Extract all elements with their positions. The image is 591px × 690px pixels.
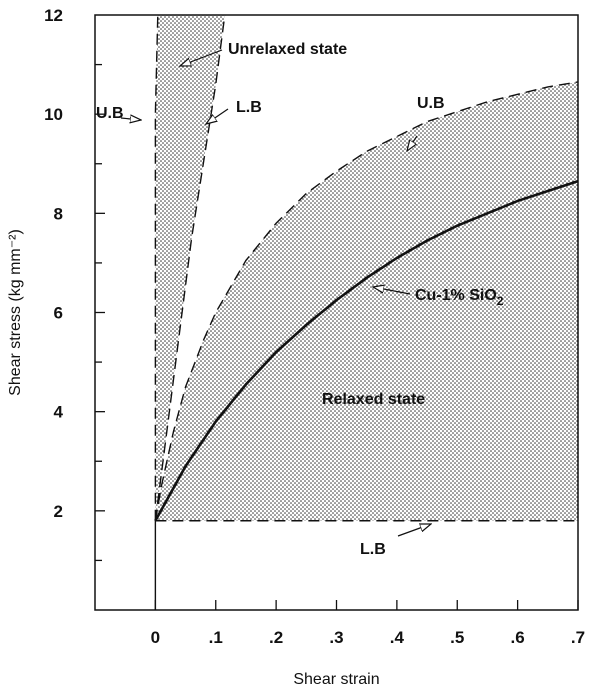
shaded-regions	[155, 15, 578, 521]
annotation-arrow-5	[397, 524, 431, 537]
tick-labels: 0 .1 .2 .3 .4 .5 .6 .7 2 4 6 8 10 12	[44, 6, 585, 647]
y-axis-title: Shear stress (kg mm⁻²)	[7, 229, 24, 396]
series-label-subscript: 2	[497, 294, 504, 308]
annotation-0: Unrelaxed state	[228, 41, 347, 58]
series-label-main: Cu-1% SiO	[415, 287, 497, 304]
annotation-3: U.B	[417, 95, 445, 112]
series-lines	[154, 14, 579, 522]
y-tick-label-1: 4	[54, 403, 64, 422]
annotation-4: Relaxed state	[322, 391, 425, 408]
annotation-2: L.B	[236, 99, 262, 116]
x-tick-label-3: .3	[329, 628, 343, 647]
y-tick-label-4: 10	[44, 105, 63, 124]
annotation-arrow-1	[120, 118, 141, 120]
y-tick-label-3: 8	[54, 204, 63, 223]
annotation-arrow-0	[180, 49, 223, 66]
series-label-arrow	[373, 287, 411, 295]
axis-ticks	[95, 63, 579, 610]
series-line-cu-sio2	[154, 179, 579, 522]
x-tick-label-0: 0	[151, 628, 160, 647]
x-tick-label-1: .1	[209, 628, 223, 647]
annotation-5: L.B	[360, 541, 386, 558]
y-tick-label-0: 2	[54, 502, 63, 521]
series-label-cu-sio2: Cu-1% SiO2	[415, 287, 504, 308]
x-tick-label-2: .2	[269, 628, 283, 647]
annotations: Unrelaxed state U.B L.B U.B Relaxed state L.B	[96, 41, 445, 558]
annotation-arrow-3	[407, 135, 418, 151]
annotation-1: U.B	[96, 105, 124, 122]
x-tick-label-5: .5	[450, 628, 464, 647]
region-relaxed-state	[155, 81, 578, 521]
region-unrelaxed-state	[155, 15, 225, 521]
series-line-lb-steep	[154, 14, 226, 521]
y-tick-label-2: 6	[54, 304, 63, 323]
series-line-ub-curve	[154, 81, 579, 521]
x-tick-label-6: .6	[511, 628, 525, 647]
x-tick-label-4: .4	[390, 628, 405, 647]
annotation-arrow-2	[206, 108, 229, 124]
x-tick-label-7: .7	[571, 628, 585, 647]
x-axis-title: Shear strain	[293, 671, 379, 688]
y-tick-label-5: 12	[44, 6, 63, 25]
